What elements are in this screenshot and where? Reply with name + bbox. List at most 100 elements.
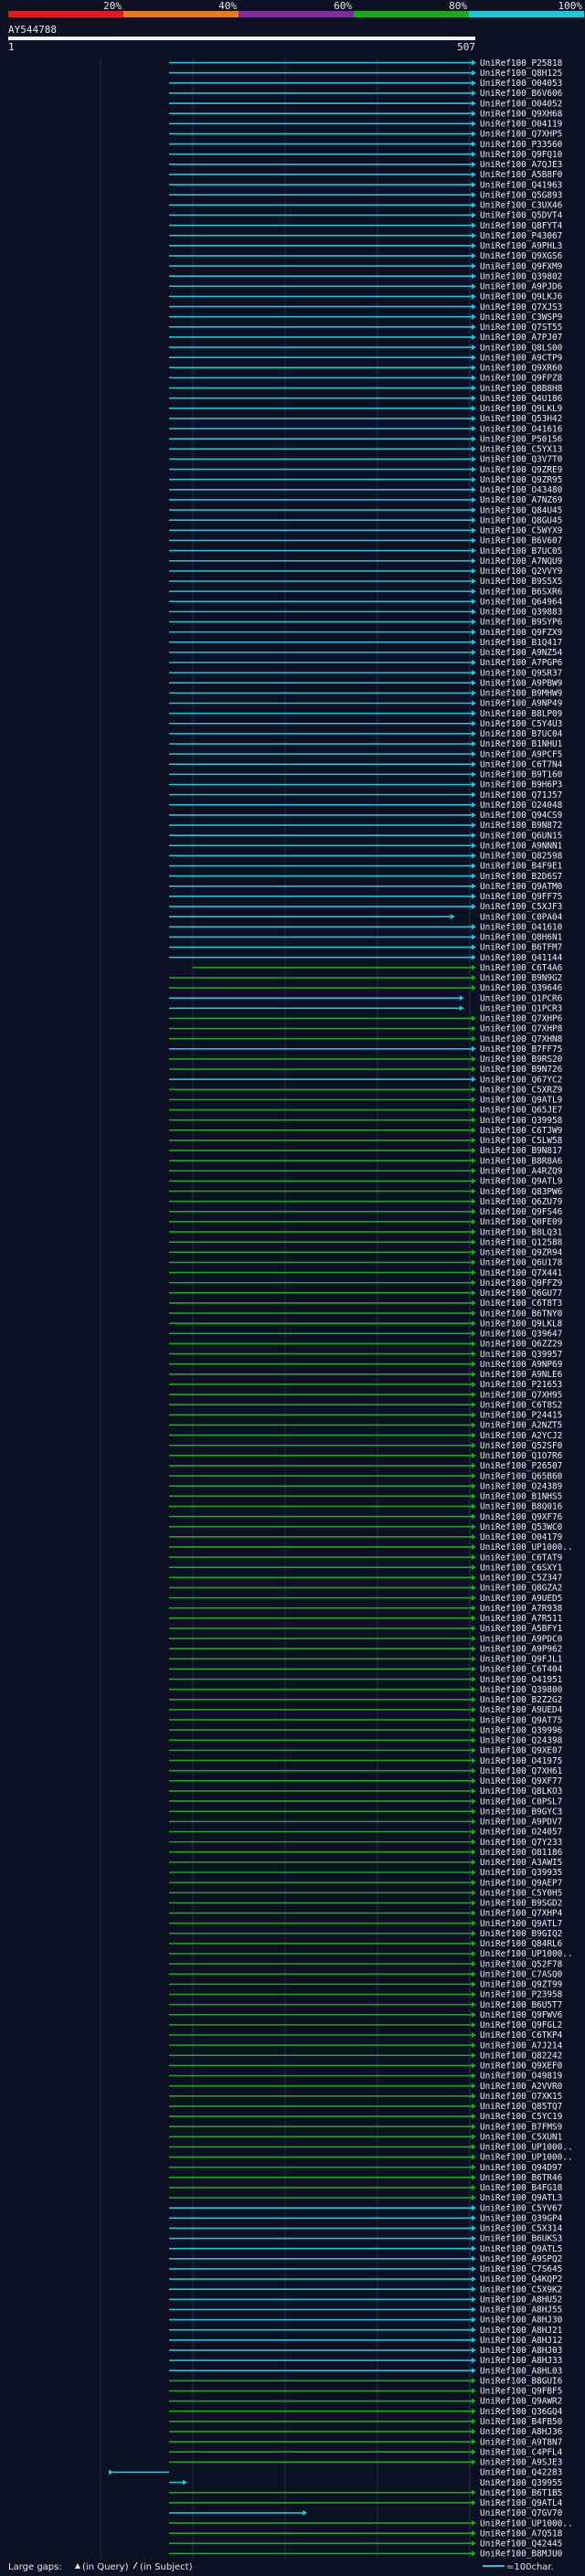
hit-label[interactable]: UniRef100_C5XUN1 [480,2132,563,2142]
hit-label[interactable]: UniRef100_Q9XEF0 [480,2062,563,2072]
hit-label[interactable]: UniRef100_B6T1B5 [480,2488,562,2498]
hit-row[interactable]: UniRef100_B6V607 [169,536,562,546]
hit-row[interactable]: UniRef100_Q9FJL1 [169,1655,563,1665]
hit-row[interactable]: UniRef100_B6U5T7 [169,2000,562,2010]
hit-label[interactable]: UniRef100_A7R511 [480,1614,563,1624]
hit-row[interactable]: UniRef100_Q8H125 [169,69,562,79]
hit-label[interactable]: UniRef100_Q7XJS3 [480,302,562,313]
hit-row[interactable]: UniRef100_B9SYP6 [169,618,563,628]
hit-label[interactable]: UniRef100_Q9FJL1 [480,1655,563,1665]
hit-row[interactable]: UniRef100_Q85TQ7 [169,2102,562,2112]
hit-label[interactable]: UniRef100_A9PDV7 [480,1818,562,1828]
hit-label[interactable]: UniRef100_O41951 [480,1675,563,1685]
hit-row[interactable]: UniRef100_Q9ZT99 [169,1980,563,1990]
hit-label[interactable]: UniRef100_C3WSP9 [480,313,563,323]
hit-row[interactable]: UniRef100_B9RS20 [169,1055,563,1065]
hit-row[interactable]: UniRef100_C6T7N4 [169,759,563,769]
hit-label[interactable]: UniRef100_A7PJ07 [480,333,562,343]
hit-label[interactable]: UniRef100_B4FB50 [480,2417,563,2427]
hit-label[interactable]: UniRef100_Q9LKL9 [480,404,563,414]
hit-label[interactable]: UniRef100_Q6GU77 [480,1288,562,1299]
hit-row[interactable]: UniRef100_B9H6P3 [169,780,562,790]
hit-label[interactable]: UniRef100_B9H6P3 [480,780,562,790]
hit-label[interactable]: UniRef100_B1NHS5 [480,1492,562,1502]
hit-label[interactable]: UniRef100_B9T160 [480,770,563,780]
hit-label[interactable]: UniRef100_Q8LKO3 [480,1786,562,1797]
hit-label[interactable]: UniRef100_Q7Y233 [480,1838,562,1848]
hit-row[interactable]: UniRef100_C6T4A6 [192,963,563,973]
hit-row[interactable]: UniRef100_B9N817 [169,1146,562,1156]
hit-label[interactable]: UniRef100_A8HJ03 [480,2346,562,2356]
hit-label[interactable]: UniRef100_C6TKP4 [480,2030,563,2041]
hit-row[interactable]: UniRef100_A7Q518 [169,2528,563,2539]
hit-label[interactable]: UniRef100_B8GUI6 [480,2376,563,2386]
hit-row[interactable]: UniRef100_B8R8A6 [169,1156,563,1166]
hit-label[interactable]: UniRef100_Q71J57 [480,790,562,800]
hit-row[interactable]: UniRef100_Q7XHP4 [169,1909,563,1919]
hit-row[interactable]: UniRef100_Q9ATL9 [169,1096,563,1106]
hit-row[interactable]: UniRef100_B6SXR6 [169,587,563,597]
hit-row[interactable]: UniRef100_Q9ZR94 [169,1248,563,1258]
hit-label[interactable]: UniRef100_Q53WC0 [480,1522,563,1532]
hit-row[interactable]: UniRef100_Q9XGS6 [169,251,563,261]
hit-label[interactable]: UniRef100_Q8B8H8 [480,384,563,394]
hit-row[interactable]: UniRef100_Q9ATL9 [169,1177,563,1187]
hit-label[interactable]: UniRef100_A9UED5 [480,1594,562,1604]
hit-label[interactable]: UniRef100_C6TAT9 [480,1553,563,1563]
hit-label[interactable]: UniRef100_O81186 [480,1848,563,1858]
hit-row[interactable]: UniRef100_B9MHW9 [169,689,563,699]
hit-label[interactable]: UniRef100_Q9ATL7 [480,1919,562,1929]
hit-label[interactable]: UniRef100_A8HJ36 [480,2427,563,2437]
hit-row[interactable]: UniRef100_B6UKS3 [169,2234,562,2244]
hit-label[interactable]: UniRef100_O04119 [480,120,563,130]
hit-row[interactable]: UniRef100_A2YCJ2 [169,1431,562,1441]
hit-label[interactable]: UniRef100_B9N872 [480,821,562,831]
hit-row[interactable]: UniRef100_C6TKP4 [169,2030,563,2041]
hit-label[interactable]: UniRef100_Q9FXM9 [480,261,563,271]
hit-row[interactable]: UniRef100_O41616 [169,424,563,434]
hit-row[interactable]: UniRef100_Q39800 [169,1685,563,1695]
hit-row[interactable]: UniRef100_Q9ATM0 [169,882,563,892]
hit-label[interactable]: UniRef100_Q6U178 [480,1258,563,1268]
hit-row[interactable]: UniRef100_Q1PCR6 [169,993,563,1003]
hit-label[interactable]: UniRef100_P24415 [480,1411,562,1421]
hit-row[interactable]: UniRef100_A7J214 [169,2041,563,2051]
hit-row[interactable]: UniRef100_O43480 [169,485,563,495]
hit-label[interactable]: UniRef100_O04052 [480,99,562,109]
hit-row[interactable]: UniRef100_Q65B60 [169,1471,563,1481]
hit-row[interactable]: UniRef100_B9N872 [169,821,562,831]
hit-row[interactable]: UniRef100_Q7XJS3 [169,302,562,313]
hit-label[interactable]: UniRef100_A9UED4 [480,1705,563,1715]
hit-label[interactable]: UniRef100_A7NQU9 [480,557,563,567]
hit-row[interactable]: UniRef100_Q39958 [169,1116,563,1126]
hit-label[interactable]: UniRef100_B6TR46 [480,2173,563,2183]
hit-label[interactable]: UniRef100_B9SGD2 [480,1899,562,1909]
hit-row[interactable]: UniRef100_Q41144 [169,953,563,963]
hit-label[interactable]: UniRef100_Q82598 [480,852,563,862]
hit-label[interactable]: UniRef100_B8LP09 [480,709,563,719]
hit-row[interactable]: UniRef100_B1Q417 [169,638,562,648]
hit-row[interactable]: UniRef100_Q52SF0 [169,1441,563,1451]
hit-label[interactable]: UniRef100_Q24398 [480,1736,563,1746]
hit-row[interactable]: UniRef100_Q9AWR2 [169,2397,562,2407]
hit-row[interactable]: UniRef100_B6TFM7 [169,943,562,953]
hit-row[interactable]: UniRef100_Q7ST55 [169,323,562,333]
hit-row[interactable]: UniRef100_Q9FS46 [169,1207,563,1217]
hit-row[interactable]: UniRef100_Q9ZR95 [169,475,562,485]
hit-label[interactable]: UniRef100_Q39647 [480,1330,562,1340]
hit-label[interactable]: UniRef100_A9PDC0 [480,1634,563,1644]
hit-row[interactable]: UniRef100_A9P962 [169,1644,562,1654]
hit-row[interactable]: UniRef100_Q39802 [169,271,562,281]
hit-row[interactable]: UniRef100_Q64964 [169,597,563,607]
hit-label[interactable]: UniRef100_C5YC19 [480,2112,563,2122]
hit-label[interactable]: UniRef100_B4F9E1 [480,862,563,872]
hit-label[interactable]: UniRef100_C6T8S2 [480,1400,562,1410]
hit-row[interactable]: UniRef100_C5WYX9 [169,526,563,536]
hit-label[interactable]: UniRef100_B1Q417 [480,638,562,648]
hit-row[interactable]: UniRef100_P43067 [169,231,562,241]
hit-row[interactable]: UniRef100_Q39647 [169,1330,562,1340]
hit-row[interactable]: UniRef100_A9PDV7 [169,1818,562,1828]
hit-label[interactable]: UniRef100_O41616 [480,424,563,434]
hit-row[interactable]: UniRef100_A8HJ03 [169,2346,562,2356]
hit-label[interactable]: UniRef100_Q39800 [480,1685,563,1695]
